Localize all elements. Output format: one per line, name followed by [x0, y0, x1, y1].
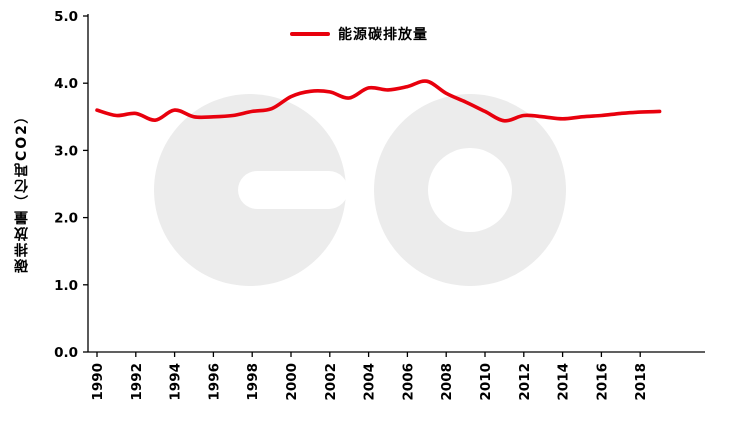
watermark-e-slot [238, 171, 348, 209]
x-tick-label: 2006 [400, 363, 416, 401]
x-tick-label: 2004 [362, 363, 378, 401]
legend-label: 能源碳排放量 [338, 27, 428, 43]
series-line-energy-emissions [95, 79, 662, 123]
legend: 能源碳排放量 [290, 24, 428, 44]
x-tick-label: 2012 [517, 363, 533, 401]
x-tick-label: 2010 [478, 363, 494, 401]
x-tick-label: 1998 [245, 363, 261, 401]
legend-line-swatch [290, 32, 330, 36]
x-tick-label: 2016 [594, 363, 610, 401]
x-tick-label: 2014 [556, 363, 572, 401]
y-tick-label: 5.0 [54, 9, 78, 25]
x-tick-label: 2000 [284, 363, 300, 401]
x-tick-label: 1992 [129, 363, 145, 401]
y-axis-title: 碳排放量（亿吨CO2） [14, 107, 30, 273]
x-tick-label: 1996 [206, 363, 222, 401]
x-tick-label: 1990 [90, 363, 106, 401]
y-tick-label: 0.0 [54, 345, 78, 361]
y-tick-label: 1.0 [54, 278, 78, 294]
y-tick-label: 2.0 [54, 211, 78, 227]
watermark-o-hole [428, 148, 512, 232]
y-tick-label: 3.0 [54, 143, 78, 159]
x-tick-label: 2018 [633, 363, 649, 401]
y-tick-label: 4.0 [54, 76, 78, 92]
x-tick-label: 2008 [439, 363, 455, 401]
x-tick-label: 2002 [323, 363, 339, 401]
x-tick-label: 1994 [168, 363, 184, 401]
